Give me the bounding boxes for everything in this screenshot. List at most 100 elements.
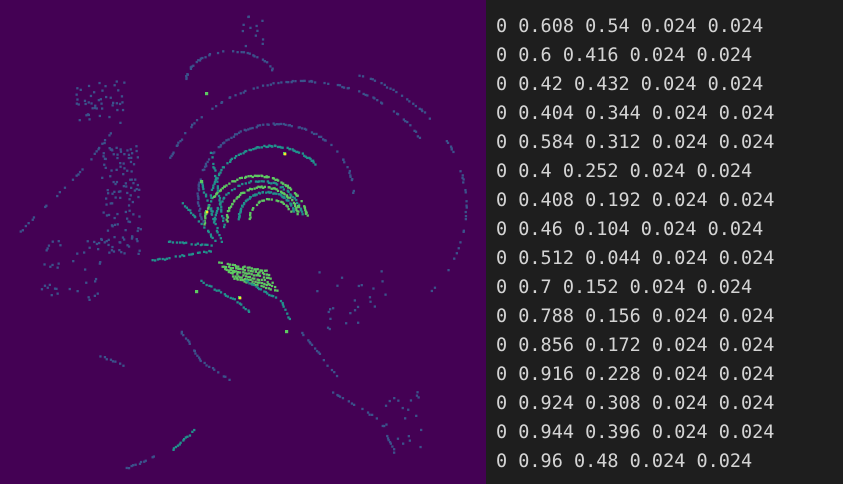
heatmap-pixel bbox=[45, 204, 48, 207]
heatmap-pixel bbox=[256, 174, 259, 178]
heatmap-pixel bbox=[290, 210, 293, 213]
heatmap-pixel bbox=[208, 53, 212, 56]
heatmap-pixel bbox=[98, 241, 101, 245]
label-line: 0 0.512 0.044 0.024 0.024 bbox=[496, 248, 775, 269]
heatmap-pixel bbox=[236, 51, 239, 54]
heatmap-pixel bbox=[250, 188, 253, 191]
heatmap-pixel bbox=[136, 183, 139, 187]
heatmap-pixel bbox=[234, 270, 238, 273]
heatmap-pixel bbox=[245, 272, 249, 275]
heatmap-pixel bbox=[267, 276, 270, 280]
heatmap-pixel bbox=[124, 210, 127, 214]
heatmap-pixel bbox=[263, 269, 267, 272]
heatmap-pixel bbox=[203, 221, 207, 225]
heatmap-pixel bbox=[353, 403, 356, 406]
heatmap-pixel bbox=[306, 214, 309, 217]
heatmap-pixel bbox=[195, 119, 199, 122]
heatmap-pixel bbox=[376, 99, 379, 102]
heatmap-pixel bbox=[245, 199, 248, 202]
heatmap-pixel bbox=[263, 176, 266, 179]
heatmap-pixel bbox=[286, 205, 289, 208]
heatmap-pixel bbox=[206, 160, 209, 164]
heatmap-pixel bbox=[143, 460, 146, 463]
heatmap-pixel bbox=[240, 192, 243, 195]
heatmap-pixel bbox=[212, 186, 215, 190]
heatmap-pixel bbox=[265, 198, 269, 201]
heatmap-pixel bbox=[220, 101, 224, 104]
heatmap-pixel bbox=[85, 114, 88, 117]
heatmap-pixel bbox=[450, 148, 453, 151]
heatmap-pixel bbox=[267, 287, 271, 290]
heatmap-pixel bbox=[276, 145, 280, 149]
heatmap-pixel bbox=[265, 276, 269, 279]
heatmap-pixel bbox=[285, 204, 288, 207]
heatmap-pixel bbox=[309, 157, 312, 161]
heatmap-pixel bbox=[275, 192, 278, 195]
heatmap-pixel bbox=[265, 273, 268, 276]
heatmap-pixel bbox=[261, 42, 264, 45]
heatmap-pixel bbox=[273, 123, 276, 126]
heatmap-pixel bbox=[287, 316, 290, 319]
heatmap-pixel bbox=[205, 364, 208, 367]
heatmap-pixel bbox=[117, 190, 121, 193]
heatmap-pixel bbox=[243, 265, 246, 268]
heatmap-pixel bbox=[212, 221, 216, 224]
heatmap-pixel bbox=[464, 210, 467, 214]
heatmap-pixel bbox=[242, 271, 245, 274]
heatmap-pixel bbox=[215, 209, 219, 213]
heatmap-pixel bbox=[293, 203, 297, 206]
heatmap-pixel bbox=[289, 188, 293, 191]
heatmap-pixel bbox=[182, 439, 185, 442]
heatmap-pixel bbox=[306, 156, 309, 159]
heatmap-pixel bbox=[364, 93, 367, 97]
heatmap-pixel bbox=[252, 54, 255, 57]
heatmap-pixel bbox=[90, 158, 93, 161]
heatmap-pixel bbox=[191, 430, 194, 433]
heatmap-pixel bbox=[282, 188, 285, 191]
heatmap-pixel bbox=[400, 94, 404, 97]
heatmap-pixel bbox=[242, 23, 245, 26]
heatmap-pixel bbox=[301, 213, 304, 216]
heatmap-pixel bbox=[232, 135, 236, 138]
heatmap-pixel bbox=[182, 334, 185, 337]
heatmap-pixel bbox=[179, 441, 182, 444]
heatmap-pixel bbox=[176, 444, 180, 447]
heatmap-pixel bbox=[161, 257, 164, 261]
heatmap-pixel bbox=[327, 310, 330, 314]
heatmap-pixel bbox=[131, 200, 134, 204]
heatmap-pixel bbox=[202, 281, 205, 284]
heatmap-pixel bbox=[189, 211, 193, 215]
heatmap-pixel bbox=[47, 244, 51, 247]
heatmap-pixel bbox=[222, 375, 225, 378]
heatmap-pixel bbox=[216, 180, 219, 183]
heatmap-pixel bbox=[342, 86, 346, 89]
heatmap-pixel bbox=[240, 176, 243, 179]
heatmap-pixel bbox=[257, 274, 260, 277]
heatmap-pixel bbox=[288, 186, 292, 190]
heatmap-pixel bbox=[116, 108, 119, 112]
heatmap-pixel bbox=[204, 215, 207, 218]
heatmap-pixel bbox=[197, 220, 200, 223]
heatmap-pixel bbox=[248, 282, 251, 285]
heatmap-pixel bbox=[121, 236, 125, 239]
heatmap-pixel bbox=[298, 126, 301, 129]
heatmap-pixel bbox=[116, 212, 119, 216]
heatmap-pixel bbox=[277, 179, 280, 182]
heatmap-pixel bbox=[277, 81, 280, 85]
heatmap-pixel bbox=[227, 270, 230, 274]
heatmap-pixel bbox=[218, 190, 221, 193]
heatmap-pixel bbox=[397, 399, 400, 402]
heatmap-pixel bbox=[419, 445, 422, 449]
heatmap-pixel bbox=[402, 442, 405, 445]
heatmap-pixel bbox=[89, 94, 93, 98]
heatmap-pixel bbox=[261, 19, 264, 22]
heatmap-pixel bbox=[206, 207, 210, 210]
heatmap-pixel bbox=[107, 192, 110, 195]
heatmap-image-panel bbox=[0, 0, 486, 484]
heatmap-pixel bbox=[56, 194, 59, 198]
heatmap-pixel bbox=[221, 215, 224, 218]
heatmap-pixel bbox=[232, 180, 235, 183]
heatmap-pixel bbox=[188, 340, 191, 343]
heatmap-pixel bbox=[249, 196, 252, 199]
